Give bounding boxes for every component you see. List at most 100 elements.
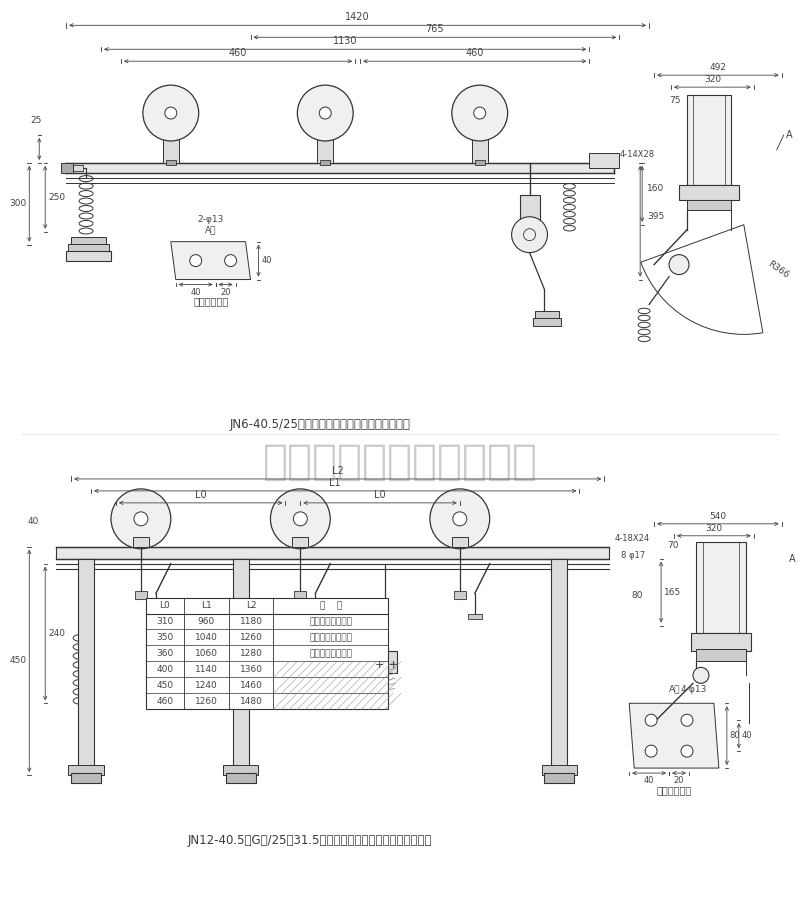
Text: 备    注: 备 注 [320, 602, 342, 610]
Text: 460: 460 [466, 48, 484, 58]
Text: 1130: 1130 [333, 36, 358, 46]
Text: 360: 360 [156, 649, 174, 658]
Text: 4-φ13: 4-φ13 [681, 685, 707, 694]
Text: 960: 960 [198, 617, 215, 626]
Text: 25: 25 [30, 116, 42, 125]
Text: 250: 250 [48, 193, 66, 201]
Text: 240: 240 [48, 629, 66, 638]
Text: +: + [388, 661, 398, 671]
Bar [542, 765, 578, 775]
Bar [474, 160, 485, 164]
Text: L0: L0 [159, 602, 170, 610]
Bar [66, 163, 614, 173]
Bar [534, 311, 559, 320]
Text: 492: 492 [710, 63, 726, 72]
Bar [590, 153, 619, 168]
Text: 1040: 1040 [194, 633, 218, 642]
Text: A: A [786, 130, 792, 140]
Text: R366: R366 [766, 259, 791, 280]
Bar [468, 614, 482, 618]
Circle shape [645, 714, 657, 726]
Bar [71, 773, 101, 783]
Bar [68, 244, 109, 251]
Bar [68, 765, 104, 775]
Text: 540: 540 [710, 512, 726, 521]
Circle shape [645, 745, 657, 757]
Bar [146, 598, 388, 710]
Text: L0: L0 [374, 490, 386, 500]
Text: L0: L0 [195, 490, 206, 500]
Text: 用户自加绕缘隔板: 用户自加绕缘隔板 [310, 633, 352, 642]
Text: 320: 320 [704, 75, 721, 84]
Bar [233, 559, 249, 768]
Text: 20: 20 [674, 776, 684, 785]
Text: 300: 300 [9, 200, 26, 208]
Text: 460: 460 [156, 697, 174, 706]
Text: 350: 350 [156, 633, 174, 642]
Bar [66, 250, 111, 261]
Text: L1: L1 [201, 602, 211, 610]
Text: 用户自加绕缘隔板: 用户自加绕缘隔板 [310, 617, 352, 626]
Bar [222, 765, 258, 775]
Text: 1260: 1260 [194, 697, 218, 706]
Bar [551, 559, 567, 768]
Text: 1280: 1280 [239, 649, 262, 658]
Bar [166, 160, 176, 164]
Bar [292, 537, 308, 547]
Text: 400: 400 [156, 665, 174, 674]
Bar [61, 164, 83, 171]
Bar [320, 160, 330, 164]
Polygon shape [170, 242, 250, 280]
Circle shape [453, 512, 466, 526]
Text: 4-18X24: 4-18X24 [614, 534, 650, 543]
Circle shape [474, 107, 486, 119]
Bar [318, 123, 334, 163]
Bar [533, 319, 562, 326]
Text: 8 φ17: 8 φ17 [622, 552, 646, 560]
Circle shape [681, 745, 693, 757]
Text: 40: 40 [190, 287, 201, 297]
Bar [61, 163, 73, 173]
Text: 用户自加绕缘隔板: 用户自加绕缘隔板 [310, 649, 352, 658]
Text: 1420: 1420 [346, 12, 370, 22]
Text: 1480: 1480 [239, 697, 262, 706]
Text: 310: 310 [156, 617, 174, 626]
Text: 40: 40 [742, 731, 752, 740]
Text: 70: 70 [667, 541, 678, 551]
Bar [308, 614, 322, 618]
Circle shape [512, 217, 547, 252]
Circle shape [452, 85, 508, 141]
Circle shape [681, 714, 693, 726]
Text: 20: 20 [220, 287, 231, 297]
Bar [133, 537, 149, 547]
Text: 40: 40 [28, 517, 39, 527]
Text: 4-14X28: 4-14X28 [619, 151, 654, 160]
Bar [545, 773, 574, 783]
Text: 2-φ13: 2-φ13 [198, 215, 224, 225]
Circle shape [111, 489, 170, 549]
Bar [679, 185, 739, 200]
Circle shape [693, 667, 709, 684]
Text: 165: 165 [664, 588, 682, 597]
Text: 75: 75 [669, 95, 681, 104]
Bar [687, 95, 731, 185]
Text: A向: A向 [205, 225, 217, 234]
Bar [56, 547, 610, 559]
Circle shape [430, 489, 490, 549]
Text: 80: 80 [730, 731, 741, 740]
Text: 450: 450 [9, 656, 26, 665]
Bar [452, 537, 468, 547]
Bar [78, 559, 94, 768]
Text: 80: 80 [631, 591, 643, 600]
Text: A: A [789, 553, 795, 564]
Text: 仪征普菲特电器有限公司: 仪征普菲特电器有限公司 [262, 441, 538, 483]
Text: 接线端子尺尧: 接线端子尺尧 [193, 297, 228, 307]
Text: L2: L2 [246, 602, 256, 610]
Text: A向: A向 [669, 685, 681, 694]
Bar [149, 614, 163, 618]
Circle shape [319, 107, 331, 119]
Text: 1060: 1060 [194, 649, 218, 658]
Bar [226, 773, 255, 783]
Circle shape [134, 512, 148, 526]
Bar [691, 634, 750, 651]
